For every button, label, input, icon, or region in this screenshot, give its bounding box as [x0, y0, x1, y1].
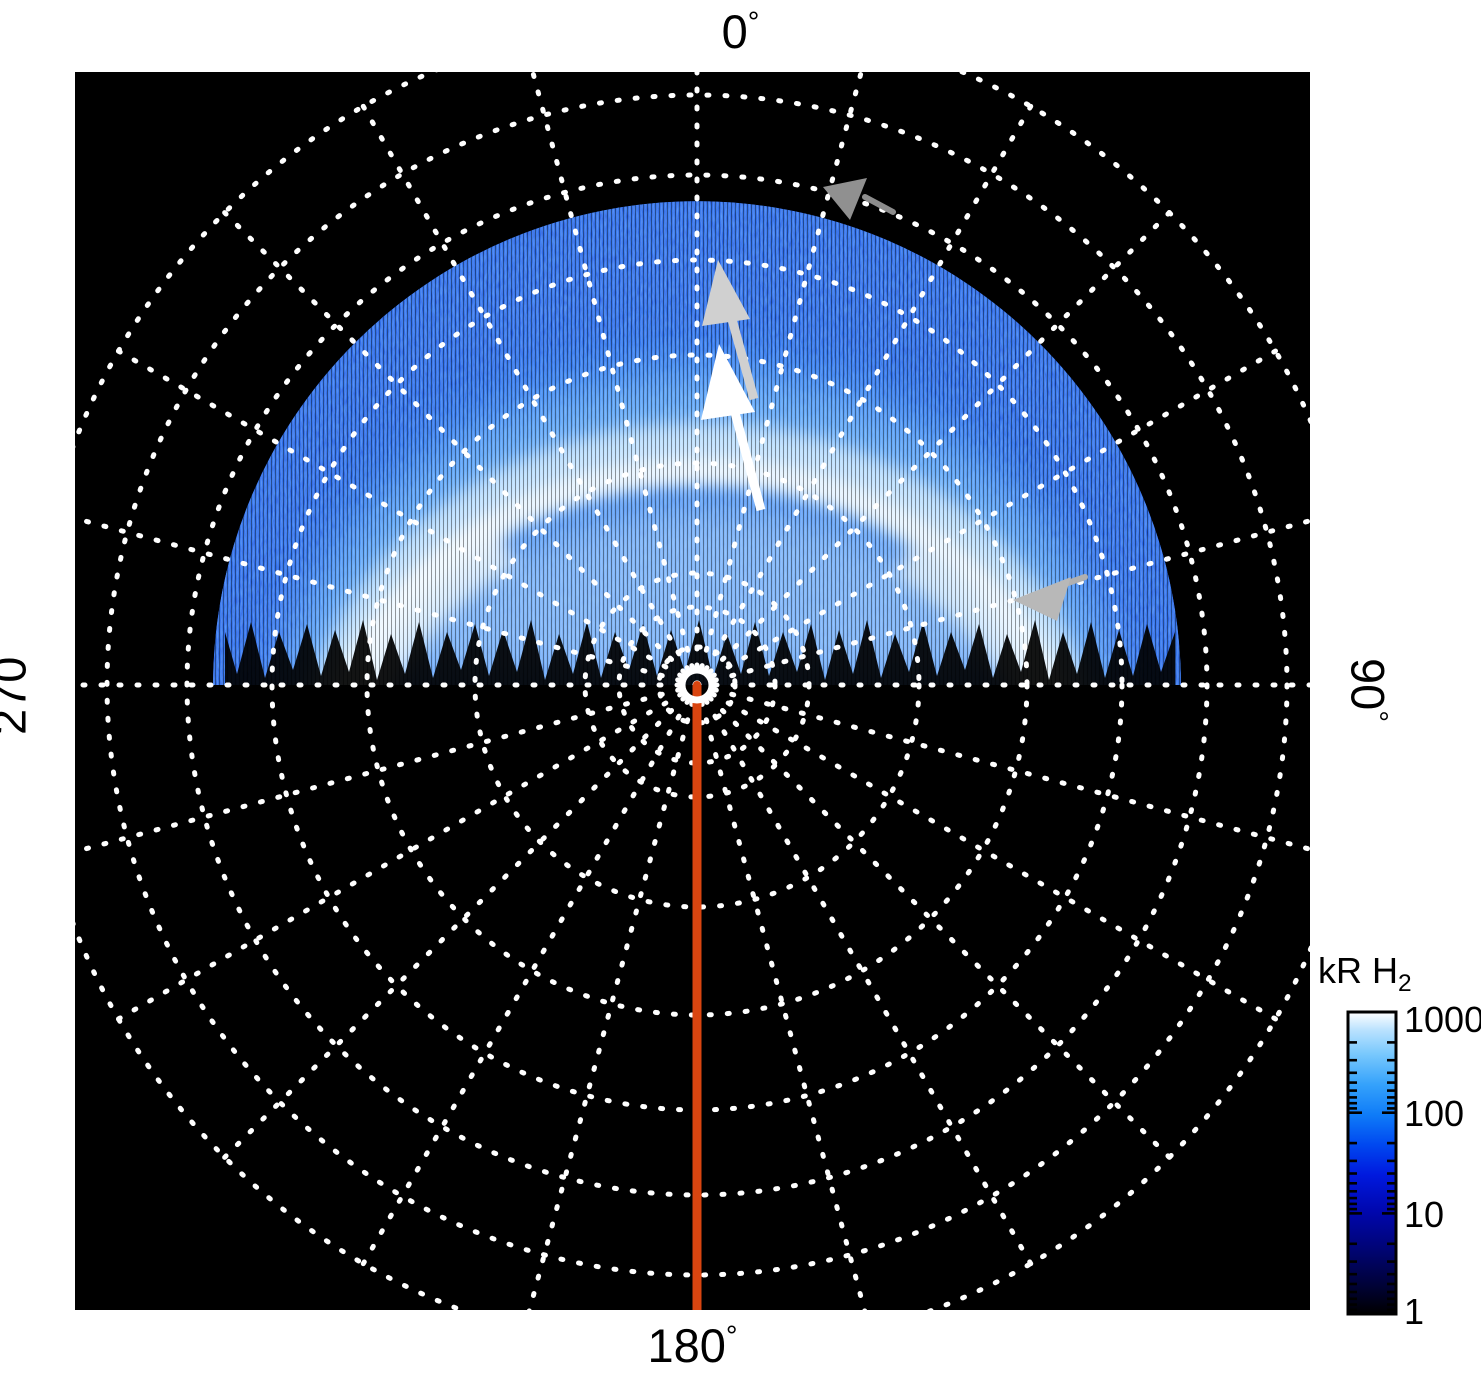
arrow-gray-aurora — [1013, 574, 1088, 621]
axis-label-270-value: 270 — [0, 656, 36, 736]
grid-ring-5 — [364, 352, 1030, 1018]
meridian-135 — [694, 682, 1176, 1164]
degree-symbol-right: ° — [1361, 710, 1394, 722]
meridian-330 — [358, 99, 700, 688]
arrow-white-nightside — [701, 344, 766, 512]
terminator-teeth — [225, 620, 1175, 685]
colorbar-tick-10: 10 — [1404, 1194, 1444, 1235]
axis-label-180: 180° — [0, 1322, 1385, 1369]
colorbar-gradient — [1348, 1012, 1396, 1314]
colorbar-title-subscript: 2 — [1398, 970, 1412, 998]
grid-ring-8 — [104, 92, 1290, 1278]
axis-label-0-value: 0 — [721, 5, 748, 58]
degree-symbol-left: ° — [0, 645, 16, 657]
degree-symbol-bottom: ° — [725, 1320, 738, 1353]
meridian-300 — [111, 346, 700, 688]
degree-symbol-top: ° — [747, 6, 760, 39]
grid-ring-7 — [184, 172, 1210, 1198]
axis-label-0: 0° — [0, 8, 1481, 55]
meridian-45 — [694, 206, 1176, 688]
colorbar-tick-labels: 1000 100 10 1 — [1404, 1006, 1481, 1326]
axis-label-90: 90° — [1341, 658, 1395, 722]
meridian-225 — [218, 682, 700, 1164]
pole-marker — [678, 666, 716, 704]
colorbar-ticks — [1348, 1010, 1396, 1316]
meridian-15 — [694, 72, 864, 688]
polar-plot-svg — [75, 72, 1310, 1310]
polar-plot-panel — [75, 72, 1310, 1310]
meridian-315 — [218, 206, 700, 688]
arrow-gray-nightside — [823, 178, 896, 220]
grid-meridians — [75, 72, 1310, 1310]
axis-label-180-value: 180 — [647, 1319, 726, 1372]
meridian-210 — [358, 682, 700, 1271]
grid-ring-4 — [472, 460, 922, 910]
colorbar-title-text: kR H — [1318, 950, 1398, 991]
meridian-345 — [530, 72, 700, 688]
polar-grid — [75, 72, 1310, 1310]
axis-label-270: 270° — [0, 645, 36, 736]
colorbar-tick-1: 1 — [1404, 1291, 1424, 1326]
colorbar-tick-1000: 1000 — [1404, 1006, 1481, 1040]
meridian-255 — [75, 682, 700, 855]
meridian-240 — [111, 682, 700, 1024]
meridian-195 — [526, 682, 700, 1310]
meridian-30 — [694, 99, 1036, 688]
meridian-75 — [694, 518, 1310, 688]
meridian-165 — [694, 682, 868, 1310]
meridian-285 — [75, 515, 700, 688]
arrow-lightgray-nightside — [702, 260, 759, 401]
annotation-arrows — [701, 178, 1088, 621]
colorbar-title: kR H2 — [1318, 950, 1412, 996]
axis-label-90-value: 90 — [1341, 658, 1395, 711]
meridian-150 — [694, 682, 1036, 1271]
meridian-60 — [694, 346, 1283, 688]
aurora-emission-data — [213, 201, 1181, 685]
meridian-120 — [694, 682, 1283, 1024]
colorbar-tick-100: 100 — [1404, 1093, 1464, 1134]
slit-scan-striping — [213, 201, 1181, 685]
meridian-105 — [694, 682, 1310, 852]
colorbar-svg: 1000 100 10 1 — [1346, 1006, 1481, 1326]
grid-ring-2 — [616, 604, 778, 766]
colorbar-frame — [1346, 1010, 1398, 1316]
pole-marker-center — [693, 681, 701, 689]
